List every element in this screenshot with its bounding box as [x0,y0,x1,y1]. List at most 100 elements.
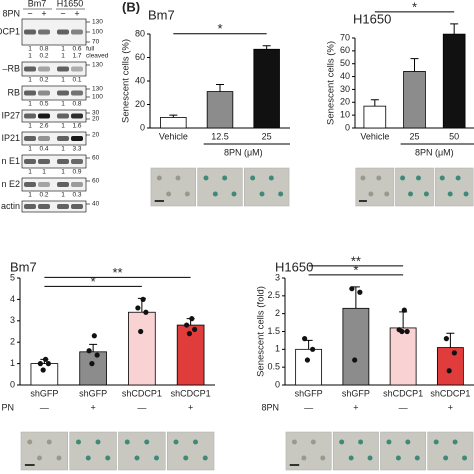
quantification: 1 [61,53,65,60]
band [57,136,69,141]
stained-cell [156,175,162,181]
x-tick-label: shGFP [79,388,107,398]
quantification: 0.6 [72,46,81,53]
band [38,90,50,96]
stained-cell [339,439,345,445]
quantification: 0.2 [39,77,48,84]
band [57,90,69,96]
marker: 60 [92,155,100,162]
data-point [89,361,95,367]
band [38,182,50,187]
stained-cell [367,455,373,461]
row-label: n E2 [1,179,20,189]
quantification: 1 [61,169,65,176]
quantification: 0.5 [39,101,48,108]
row-label: IP27 [1,110,20,120]
band [57,29,69,35]
stained-cell [85,455,91,461]
quantification: 0.2 [39,192,48,199]
chart-title: H1650 [275,259,313,274]
error-bar [450,23,459,35]
stained-cell [358,439,364,445]
quantification: 1 [28,169,32,176]
significance-label: * [353,262,358,277]
data-point [446,368,452,374]
band [71,136,83,141]
row-label: RB [7,87,20,97]
quantification: 0.2 [39,53,48,60]
x-axis-label: 8PN (μM) [224,147,263,157]
treatment: − [60,8,65,18]
stained-cell [455,175,461,181]
band [24,66,36,72]
data-point [401,307,407,313]
data-point [45,361,51,367]
quantification: 1 [28,101,32,108]
stained-cell [203,175,209,181]
stained-cell [166,191,172,197]
band [38,66,50,72]
stained-cell [56,455,62,461]
stained-cell [212,191,218,197]
error-bar [169,114,178,118]
micrograph [395,167,434,207]
quantification: 1 [28,53,32,60]
band [24,113,36,119]
quantification: 2.6 [39,123,48,130]
quantification: 1 [61,77,65,84]
micrograph [197,167,243,207]
data-point [357,289,363,295]
significance-label: ** [112,265,122,280]
x-tick-label: shCDCP1 [383,388,423,398]
band [71,113,83,119]
stained-cell [395,455,401,461]
data-point [310,346,316,352]
stained-cell [222,175,228,181]
treatment: + [353,402,358,412]
data-point [451,350,457,356]
y-tick-label: 1 [10,358,15,368]
bar [295,348,323,386]
quantification: 0.8 [39,46,48,53]
bar [442,33,466,129]
treatment: — [137,402,146,412]
data-point [140,296,146,302]
treatment: + [41,8,46,18]
band [71,204,83,209]
error-bar [216,84,224,92]
error-bar [446,332,455,348]
data-point [138,328,144,335]
stained-cell [386,439,392,445]
band [57,159,69,164]
stained-cell [184,191,190,197]
quantification: 0.4 [39,146,48,153]
quantification: 1 [28,146,32,153]
quantification: 0.8 [72,101,81,108]
band [71,66,83,72]
error-bar [399,311,408,328]
y-tick-label: 0 [10,379,15,389]
marker: 70 [92,39,100,46]
micrograph [118,431,166,471]
stained-cell [463,191,469,197]
error-bar [89,343,98,352]
significance-label: * [217,21,222,36]
quantification: 1 [28,192,32,199]
marker: 130 [92,86,103,93]
stained-cell [202,455,208,461]
micrograph [285,431,332,471]
stained-cell [433,439,439,445]
error-bar [410,58,419,72]
data-point [396,327,402,333]
stained-cell [310,439,316,445]
stained-cell [452,439,458,445]
treatment: — [304,402,313,412]
y-tick-label: 50 [340,58,350,68]
band [57,182,69,187]
bar [436,347,464,386]
treatment: — [40,402,49,412]
data-point [91,333,97,339]
stained-cell [368,191,374,197]
y-tick-label: 4 [10,294,15,304]
